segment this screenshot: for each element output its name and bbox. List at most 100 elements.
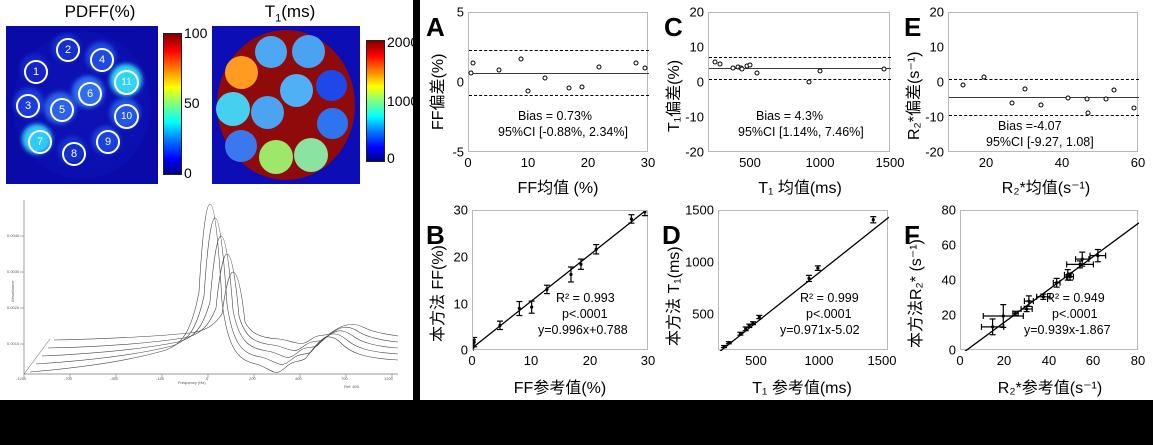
panel-D-annotation-r2: R² = 0.999 [800, 291, 859, 305]
panel-E-ytick: 20 [929, 4, 944, 20]
panel-F-data-point [1078, 262, 1082, 266]
right-panel-group: A 5 0 -5 0 10 20 30 FF均值 (%) FF偏差(%) Bia… [420, 0, 1153, 400]
panel-D-errorbar [721, 344, 728, 349]
roi-label: 4 [98, 54, 106, 66]
panel-A-data-point [642, 65, 648, 71]
pdff-roi-10: 10 [114, 104, 139, 129]
t1-title-unit: (ms) [281, 2, 316, 21]
panel-D-letter: D [662, 220, 681, 250]
panel-F-xtick: 0 [956, 353, 964, 368]
panel-A-data-point [525, 88, 531, 94]
spectrum-xtick: -1200 [16, 376, 27, 381]
panel-C-data-point [730, 65, 736, 71]
panel-C-data-point [717, 61, 723, 67]
panel-B-xlabel: FF参考值(%) [513, 380, 607, 397]
panel-A-loa-upper-line [469, 50, 649, 52]
panel-E-data-point [1085, 110, 1091, 116]
panel-A-xtick: 20 [580, 155, 596, 170]
panel-C-ytick: -20 [685, 144, 704, 160]
t1-colorbar-gradient [367, 41, 384, 161]
panel-D-data-point [816, 266, 820, 270]
panel-B-xtick: 0 [468, 353, 476, 368]
spectrum-corner-note: Ref: 600 [344, 384, 360, 389]
panel-B-annotation-r2: R² = 0.993 [556, 291, 615, 305]
panel-E-data-point [1038, 102, 1044, 108]
panel-C-annotation-ci: 95%CI [1.14%, 7.46%] [738, 125, 864, 139]
panel-F-data-point [1013, 311, 1018, 315]
panel-D-annotation-p: p<.0001 [806, 307, 852, 321]
panel-A-data-point [633, 60, 639, 66]
t1-vial-10 [259, 140, 293, 174]
panel-B-errorbar [528, 300, 535, 314]
panel-F-xtick: 20 [996, 353, 1012, 368]
panel-B-ylabel: 本方法 FF(%) [430, 245, 447, 342]
t1-vial-9 [225, 130, 257, 162]
panel-D: D 1500 1000 500 500 1000 1500 T₁ 参考值(ms)… [658, 198, 903, 400]
panel-B-ytick: 0 [460, 342, 468, 358]
panel-C-ytick: 20 [689, 4, 704, 20]
panel-F-errorbar [1074, 251, 1090, 267]
roi-label: 6 [86, 88, 94, 100]
panel-F-annotation-p: p<.0001 [1052, 307, 1098, 321]
t1-title-text: T [264, 2, 276, 21]
panel-C-loa-lower-line [709, 79, 891, 80]
panel-B-data-point [629, 217, 633, 221]
pdff-roi-4: 4 [90, 48, 114, 72]
pdff-roi-11: 11 [114, 70, 139, 95]
panel-E-data-point [1084, 96, 1090, 102]
panel-E-axes [948, 12, 1139, 152]
panel-A-annotation-bias: Bias = 0.73% [518, 109, 593, 123]
panel-C-xtick: 500 [739, 155, 761, 170]
spectrum-xtick: 700 [341, 376, 348, 381]
t1-phantom-image [212, 26, 360, 184]
panel-F-errorbar [1089, 248, 1107, 263]
spectrum-ytick: 0.0020 [7, 305, 20, 310]
panel-F-xtick: 60 [1085, 353, 1101, 368]
pdff-title-unit: (%) [108, 2, 136, 21]
t1-image-title: T1(ms) [225, 2, 355, 24]
panel-F-ylabel: 本方法R₂* (s⁻¹) [908, 239, 925, 348]
panel-F-fit-svg [964, 222, 1139, 351]
pdff-title-text: PDFF [64, 2, 109, 21]
panel-C-loa-upper-line [709, 56, 891, 58]
pdff-colorbar-gradient [164, 34, 181, 174]
panel-D-data-point [738, 332, 743, 336]
panel-B-xtick: 20 [582, 353, 598, 368]
panel-E-ylabel: R₂*偏差(s⁻¹) [906, 51, 923, 140]
panel-F-ytick: 40 [941, 272, 956, 288]
pdff-phantom-image: 1 2 3 4 5 6 7 8 9 10 11 [6, 26, 158, 184]
panel-F: F 80 60 40 20 0 0 20 40 60 80 R₂*参考值(s⁻¹… [898, 198, 1153, 400]
roi-label: 9 [104, 136, 112, 148]
panel-B-errorbar [641, 211, 648, 217]
pdff-roi-8: 8 [62, 142, 86, 166]
spectrum-xtick: -350 [110, 376, 119, 381]
panel-B-data-point [545, 287, 549, 291]
panel-F-fit-line [964, 222, 1139, 351]
nmr-spectrum-plot: Frequency (Hz) Ref: 600 Absorbance -1200… [6, 192, 406, 396]
panel-C-ytick: 0 [696, 74, 704, 90]
roi-label: 3 [24, 100, 32, 112]
panel-F-ytick: 80 [941, 202, 956, 218]
spectrum-ylabel: Absorbance [10, 280, 15, 302]
panel-E-annotation-bias: Bias =-4.07 [998, 119, 1062, 133]
panel-F-errorbar [1023, 295, 1034, 307]
t1-colorbar-mid: 1000 [387, 93, 419, 109]
panel-B-letter: B [426, 220, 445, 250]
pdff-roi-1: 1 [24, 60, 48, 84]
panel-C-data-point [806, 79, 812, 85]
panel-A-data-point [596, 64, 602, 70]
panel-C-bias-line [709, 67, 891, 69]
t1-vial-6 [216, 92, 250, 126]
panel-B-data-point [530, 305, 534, 309]
panel-C-letter: C [664, 12, 683, 42]
panel-F-data-point [990, 325, 995, 329]
panel-C-data-point [712, 59, 718, 65]
panel-E: E 20 10 0 -10 -20 20 40 60 R₂*均值(s⁻¹) R₂… [898, 0, 1153, 200]
roi-label: 11 [121, 77, 132, 88]
panel-D-data-point [744, 327, 748, 331]
panel-A-data-point [566, 85, 572, 91]
panel-B-xtick: 30 [640, 353, 656, 368]
panel-A-data-point [518, 56, 524, 62]
panel-A-ytick: 0 [456, 74, 464, 90]
roi-label: 2 [64, 44, 72, 56]
